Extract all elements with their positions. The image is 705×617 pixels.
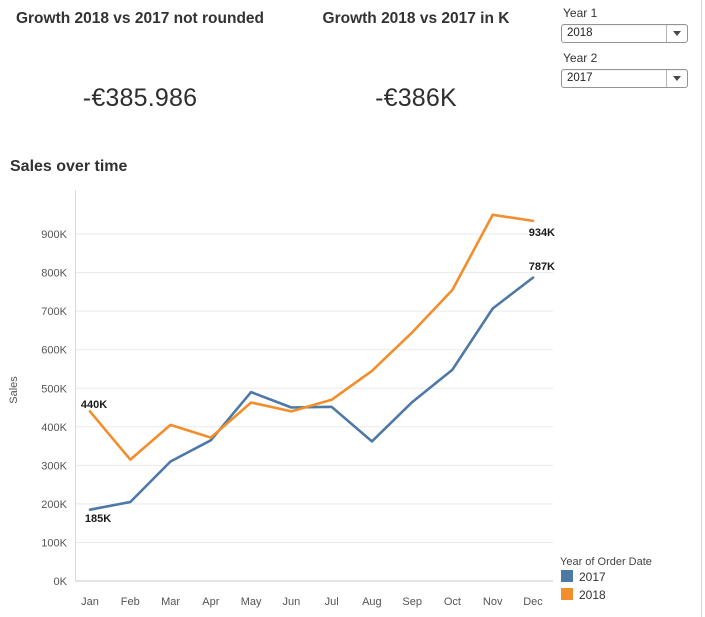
dropdown-arrow-button[interactable] bbox=[666, 70, 687, 87]
x-tick-label: Oct bbox=[444, 596, 461, 608]
year2-selected-value: 2017 bbox=[567, 72, 593, 84]
line-2018[interactable] bbox=[88, 213, 535, 461]
y-axis-title: Sales bbox=[8, 376, 20, 404]
y-tick-label: 100K bbox=[41, 537, 67, 549]
x-tick-label: Feb bbox=[121, 596, 140, 608]
window-edge-divider bbox=[701, 0, 702, 617]
kpi-title: Growth 2018 vs 2017 not rounded bbox=[15, 10, 265, 27]
dropdown-arrow-button[interactable] bbox=[666, 25, 687, 42]
kpi-growth-not-rounded: Growth 2018 vs 2017 not rounded bbox=[15, 8, 265, 29]
y-tick-label: 300K bbox=[41, 460, 67, 472]
y-tick-label: 400K bbox=[41, 422, 67, 434]
x-tick-label: Dec bbox=[523, 596, 543, 608]
y-tick-label: 800K bbox=[41, 268, 67, 280]
y-tick-label: 0K bbox=[54, 576, 68, 588]
x-tick-label: May bbox=[241, 596, 262, 608]
x-tick-label: Jul bbox=[325, 596, 339, 608]
kpi-value-in-k: -€386K bbox=[375, 84, 457, 112]
x-tick-label: Mar bbox=[161, 596, 180, 608]
x-tick-label: Jan bbox=[81, 596, 99, 608]
year1-selected-value: 2018 bbox=[567, 27, 593, 39]
x-tick-label: Apr bbox=[202, 596, 219, 608]
kpi-value-not-rounded: -€385.986 bbox=[82, 84, 198, 112]
y-tick-label: 600K bbox=[41, 345, 67, 357]
legend-swatch-2018[interactable] bbox=[561, 588, 573, 600]
chevron-down-icon bbox=[673, 76, 681, 81]
year2-label: Year 2 bbox=[563, 51, 598, 65]
legend-label-2017[interactable]: 2017 bbox=[579, 570, 606, 584]
x-tick-label: Sep bbox=[402, 596, 422, 608]
chevron-down-icon bbox=[673, 31, 681, 36]
annotation-185K: 185K bbox=[85, 513, 111, 525]
year1-label: Year 1 bbox=[563, 6, 598, 20]
sales-over-time-chart: 0K 100K 200K 300K 400K 500K 600K 700K 800K 900K Ja… bbox=[8, 190, 652, 608]
kpi-title: Growth 2018 vs 2017 in K bbox=[322, 10, 510, 27]
y-tick-label: 200K bbox=[41, 499, 67, 511]
y-tick-label: 500K bbox=[41, 383, 67, 395]
annotation-934K: 934K bbox=[529, 227, 555, 239]
x-tick-label: Aug bbox=[362, 596, 382, 608]
kpi-growth-in-k: Growth 2018 vs 2017 in K bbox=[296, 8, 536, 29]
annotation-787K: 787K bbox=[529, 261, 555, 273]
x-tick-label: Nov bbox=[483, 596, 503, 608]
year1-select[interactable]: 2018 bbox=[561, 24, 688, 43]
y-tick-label: 700K bbox=[41, 306, 67, 318]
chart-title: Sales over time bbox=[10, 158, 128, 175]
annotation-440K: 440K bbox=[81, 399, 107, 411]
line-2017[interactable] bbox=[88, 276, 535, 512]
x-tick-label: Jun bbox=[282, 596, 300, 608]
year2-select[interactable]: 2017 bbox=[561, 69, 688, 88]
y-tick-label: 900K bbox=[41, 229, 67, 241]
legend-label-2018[interactable]: 2018 bbox=[579, 588, 606, 602]
legend-swatch-2017[interactable] bbox=[561, 570, 573, 582]
legend-title: Year of Order Date bbox=[560, 556, 652, 568]
